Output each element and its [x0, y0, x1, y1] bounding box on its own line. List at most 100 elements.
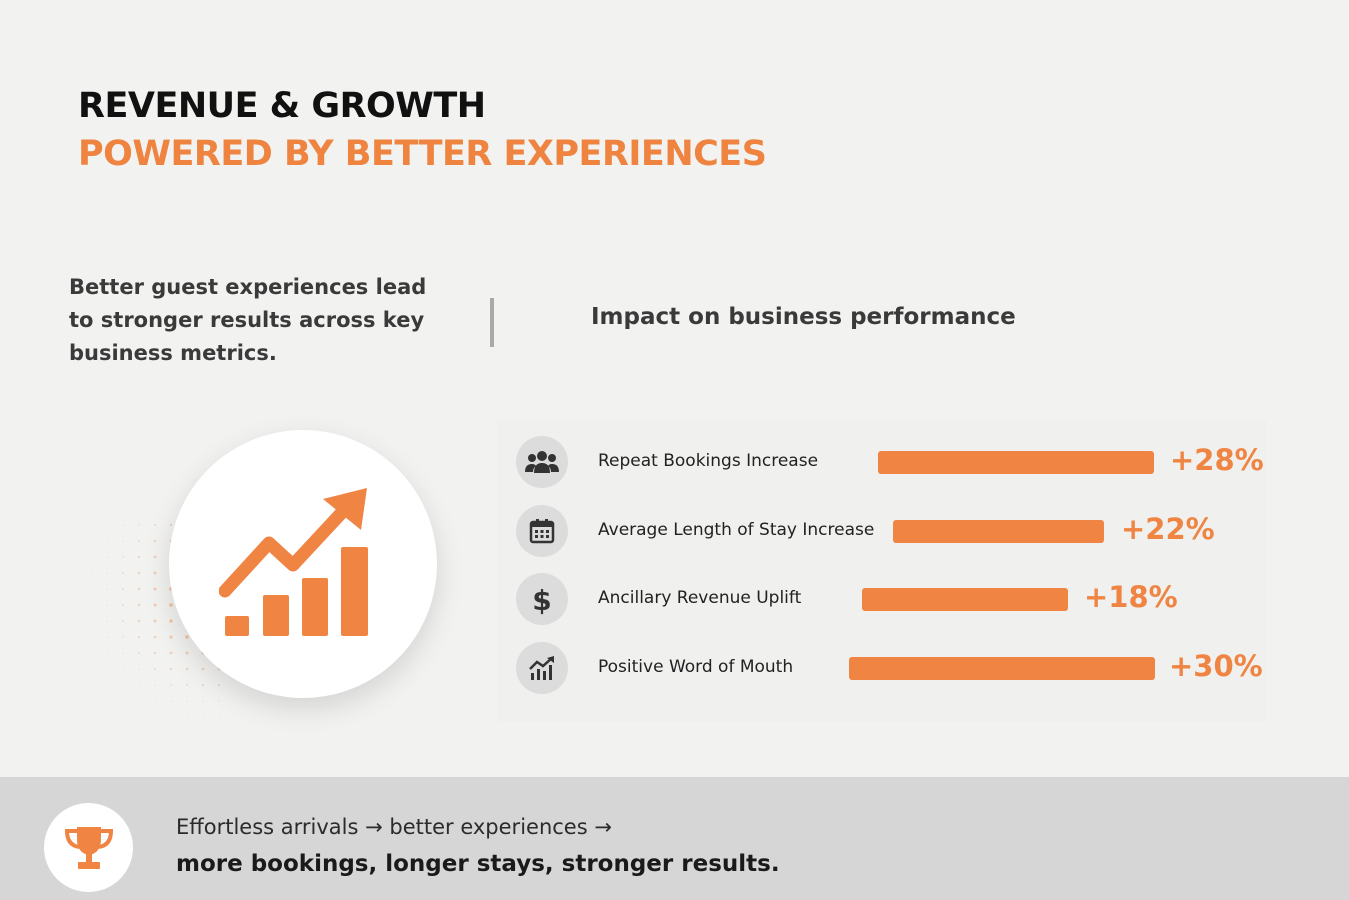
decorative-dot: [170, 700, 172, 702]
decorative-dot: [106, 572, 108, 574]
decorative-dot: [138, 652, 140, 654]
decorative-dot: [153, 571, 157, 575]
decorative-dot: [122, 604, 124, 606]
svg-text:$: $: [532, 584, 551, 615]
decorative-dot: [169, 603, 173, 607]
decorative-dot: [90, 604, 92, 606]
decorative-dot: [153, 539, 157, 543]
decorative-dot: [202, 700, 204, 702]
metric-bar: [862, 588, 1068, 611]
decorative-dot: [122, 636, 124, 638]
metric-label: Repeat Bookings Increase: [598, 451, 819, 471]
decorative-dot: [201, 683, 205, 687]
decorative-dot: [154, 684, 156, 686]
decorative-dot: [106, 636, 108, 638]
decorative-dot: [138, 540, 140, 542]
decorative-dot: [153, 523, 157, 527]
metric-label: Positive Word of Mouth: [598, 657, 794, 677]
decorative-dot: [169, 635, 173, 639]
metric-bar: [893, 520, 1104, 543]
decorative-dot: [170, 684, 172, 686]
decorative-dot: [185, 667, 189, 671]
metric-bar: [878, 451, 1154, 474]
metric-row-length-of-stay: Average Length of Stay Increase +22%: [497, 505, 1267, 557]
decorative-dot: [186, 700, 188, 702]
decorative-dot: [122, 668, 124, 670]
metric-value: +30%: [1169, 649, 1263, 683]
decorative-dot: [122, 588, 124, 590]
metric-row-word-of-mouth: Positive Word of Mouth +30%: [497, 642, 1267, 694]
decorative-dot: [137, 571, 141, 575]
decorative-dot: [106, 604, 108, 606]
metric-row-ancillary-revenue: $ Ancillary Revenue Uplift +18%: [497, 573, 1267, 625]
footer-conclusion: more bookings, longer stays, stronger re…: [176, 851, 780, 877]
decorative-dot: [153, 651, 157, 655]
decorative-dot: [185, 651, 189, 655]
decorative-dot: [137, 635, 141, 639]
decorative-dot: [90, 588, 92, 590]
decorative-dot: [137, 587, 141, 591]
growth-chart-icon: [516, 642, 568, 694]
footer-banner: Effortless arrivals → better experiences…: [0, 777, 1349, 900]
decorative-dot: [122, 652, 124, 654]
decorative-dot: [106, 540, 108, 542]
decorative-dot: [185, 683, 189, 687]
decorative-dot: [137, 619, 141, 623]
decorative-dot: [90, 572, 92, 574]
decorative-dot: [122, 620, 124, 622]
impact-heading: Impact on business performance: [591, 304, 1016, 330]
metric-value: +22%: [1121, 512, 1215, 546]
decorative-dot: [201, 667, 205, 671]
metric-label: Ancillary Revenue Uplift: [598, 588, 802, 608]
growth-illustration: [69, 405, 455, 723]
decorative-dot: [217, 683, 221, 687]
title-line-2: POWERED BY BETTER EXPERIENCES: [78, 134, 767, 174]
people-group-icon: [516, 436, 568, 488]
title-line-1: REVENUE & GROWTH: [78, 86, 486, 126]
decorative-dot: [153, 635, 157, 639]
decorative-dot: [202, 716, 204, 718]
decorative-dot: [138, 524, 140, 526]
decorative-dot: [169, 619, 173, 623]
metric-label: Average Length of Stay Increase: [598, 520, 875, 540]
decorative-dot: [137, 603, 141, 607]
metric-value: +28%: [1170, 443, 1264, 477]
decorative-dot: [122, 556, 124, 558]
decorative-dot: [122, 540, 124, 542]
dollar-icon: $: [516, 573, 568, 625]
decorative-dot: [154, 700, 156, 702]
intro-text: Better guest experiences lead to stronge…: [69, 275, 427, 365]
decorative-dot: [122, 524, 124, 526]
calendar-icon: [516, 505, 568, 557]
decorative-dot: [106, 556, 108, 558]
metrics-panel: Repeat Bookings Increase +28%: [497, 420, 1267, 722]
decorative-dot: [138, 684, 140, 686]
decorative-dot: [185, 635, 189, 639]
decorative-dot: [106, 652, 108, 654]
decorative-dot: [154, 668, 156, 670]
section-divider: [490, 298, 494, 347]
footer-tagline: Effortless arrivals → better experiences…: [176, 815, 612, 839]
rising-bar-chart-icon: [219, 488, 368, 636]
decorative-dot: [137, 555, 141, 559]
trophy-icon: [64, 826, 113, 869]
illustration-circle: [169, 430, 437, 698]
decorative-dot: [153, 603, 157, 607]
decorative-dot: [153, 587, 157, 591]
decorative-dot: [106, 588, 108, 590]
metric-row-repeat-bookings: Repeat Bookings Increase +28%: [497, 436, 1267, 488]
decorative-dot: [138, 668, 140, 670]
decorative-dot: [122, 572, 124, 574]
decorative-dot: [218, 716, 220, 718]
decorative-dot: [169, 523, 173, 527]
decorative-dot: [218, 700, 220, 702]
decorative-dot: [169, 667, 173, 671]
decorative-dot: [186, 716, 188, 718]
decorative-dot: [169, 651, 173, 655]
metric-value: +18%: [1084, 580, 1178, 614]
trophy-badge: [44, 803, 133, 892]
decorative-dot: [106, 620, 108, 622]
decorative-dot: [153, 555, 157, 559]
metric-bar: [849, 657, 1155, 680]
